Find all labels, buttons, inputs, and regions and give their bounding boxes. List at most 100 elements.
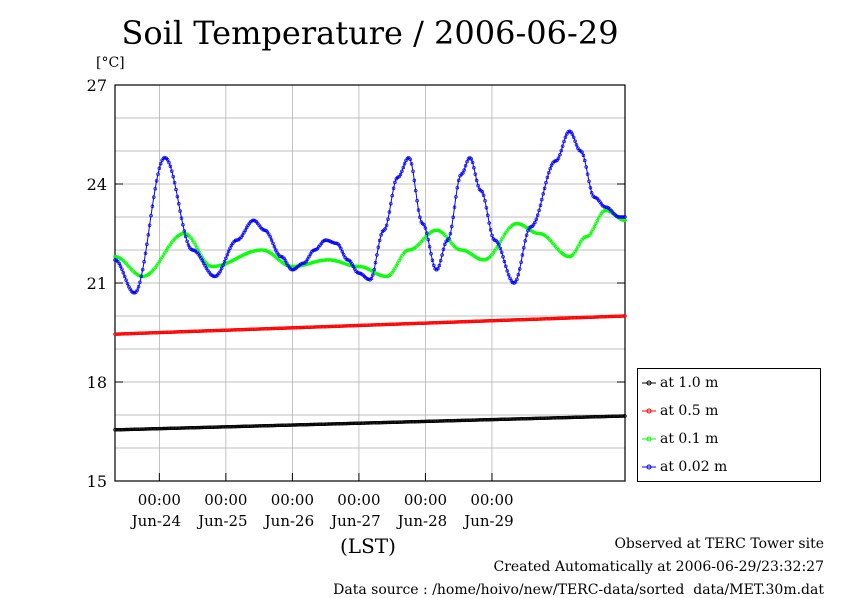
- x-tick-date-label: Jun-27: [329, 512, 381, 530]
- data-point: [171, 174, 175, 179]
- data-point: [437, 263, 442, 268]
- data-point: [501, 255, 505, 259]
- data-point: [117, 261, 121, 266]
- data-point: [480, 190, 485, 194]
- data-point: [390, 193, 394, 198]
- data-point: [461, 171, 465, 175]
- data-point: [595, 218, 600, 223]
- data-point: [443, 242, 447, 247]
- data-point: [200, 258, 205, 263]
- data-point: [474, 178, 479, 183]
- y-tick-label: 18: [87, 373, 107, 392]
- data-point: [523, 239, 527, 243]
- data-point: [621, 414, 626, 418]
- data-point: [274, 248, 278, 252]
- data-point: [120, 267, 124, 271]
- data-point: [508, 276, 512, 281]
- data-point: [481, 193, 486, 198]
- data-point: [581, 153, 586, 158]
- data-point: [267, 232, 271, 236]
- data-point: [587, 179, 591, 183]
- legend: at 1.0 m at 0.5 m at 0.1 m at 0.02 m: [637, 368, 821, 482]
- data-point: [377, 238, 382, 243]
- data-point: [623, 314, 627, 318]
- data-point: [224, 256, 228, 261]
- data-point: [143, 251, 148, 256]
- data-point: [463, 164, 468, 168]
- data-point: [473, 172, 478, 176]
- data-point: [570, 132, 575, 136]
- data-point: [596, 216, 601, 220]
- data-point: [387, 210, 392, 214]
- data-point: [470, 160, 475, 165]
- x-tick-time-label: 00:00: [470, 491, 513, 509]
- data-point: [121, 270, 126, 275]
- data-point: [524, 233, 529, 237]
- data-point: [498, 246, 503, 250]
- data-point: [158, 161, 163, 166]
- data-point: [567, 254, 572, 259]
- data-point: [589, 191, 594, 195]
- data-point: [149, 213, 153, 218]
- series-line: [114, 209, 626, 277]
- x-axis-label: (LST): [340, 534, 396, 558]
- data-point: [544, 180, 548, 185]
- data-point: [193, 243, 198, 247]
- data-point: [487, 221, 491, 225]
- legend-label: at 1.0 m: [660, 375, 719, 391]
- data-point: [243, 228, 248, 232]
- data-point: [307, 254, 311, 259]
- data-point: [182, 229, 187, 233]
- data-point: [142, 260, 146, 264]
- legend-label: at 0.02 m: [660, 459, 728, 475]
- data-point: [179, 216, 184, 220]
- data-point: [499, 250, 504, 254]
- data-point: [199, 256, 203, 260]
- data-point: [535, 213, 540, 217]
- data-point: [484, 205, 489, 210]
- data-point: [395, 261, 400, 265]
- data-point: [591, 227, 595, 232]
- x-tick-date-label: Jun-28: [396, 512, 448, 530]
- x-tick-date-label: Jun-26: [263, 512, 315, 530]
- data-point: [522, 245, 526, 250]
- data-point: [425, 231, 429, 235]
- data-point: [372, 267, 376, 272]
- data-point: [495, 240, 500, 244]
- data-point: [177, 202, 181, 206]
- data-point: [150, 204, 155, 208]
- data-point: [152, 195, 156, 199]
- data-point: [621, 218, 626, 222]
- y-tick-label: 21: [87, 274, 107, 293]
- data-point: [462, 168, 466, 172]
- data-point: [516, 273, 521, 277]
- data-point: [519, 260, 523, 264]
- data-point: [621, 215, 626, 219]
- data-point: [560, 144, 565, 148]
- data-point: [450, 224, 454, 229]
- data-point: [438, 258, 443, 263]
- data-point: [201, 261, 206, 265]
- data-point: [418, 215, 422, 220]
- data-point: [386, 217, 390, 222]
- data-point: [167, 160, 171, 165]
- data-point: [384, 223, 389, 227]
- legend-item: at 0.02 m: [642, 456, 727, 478]
- data-point: [242, 231, 246, 235]
- x-tick-time-label: 00:00: [138, 491, 181, 509]
- data-point: [225, 252, 230, 257]
- data-point: [147, 223, 152, 227]
- data-point: [178, 209, 182, 213]
- data-point: [502, 259, 507, 264]
- data-point: [576, 244, 580, 249]
- data-point: [219, 266, 224, 271]
- data-point: [383, 227, 387, 231]
- data-point: [592, 224, 597, 229]
- data-point: [138, 280, 142, 284]
- legend-swatch: [642, 408, 656, 414]
- data-point: [583, 158, 587, 163]
- data-point: [469, 157, 473, 161]
- legend-item: at 0.1 m: [642, 428, 718, 450]
- data-point: [497, 243, 501, 247]
- data-point: [269, 238, 274, 242]
